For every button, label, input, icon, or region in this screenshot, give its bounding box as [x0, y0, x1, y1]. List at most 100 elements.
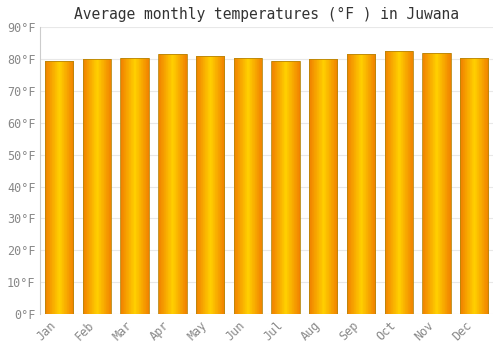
Bar [106, 59, 107, 314]
Bar [292, 61, 293, 314]
Bar [313, 59, 314, 314]
Bar [280, 61, 281, 314]
Bar [62, 61, 63, 314]
Bar [103, 59, 104, 314]
Bar [259, 57, 260, 314]
Bar [479, 57, 480, 314]
Bar [483, 57, 484, 314]
Bar [202, 56, 203, 314]
Bar [462, 57, 463, 314]
Bar [444, 53, 446, 314]
Bar [390, 51, 392, 314]
Bar [201, 56, 202, 314]
Bar [209, 56, 210, 314]
Bar [63, 61, 64, 314]
Bar [284, 61, 285, 314]
Bar [234, 57, 262, 314]
Bar [53, 61, 54, 314]
Bar [160, 54, 162, 314]
Bar [90, 59, 91, 314]
Bar [45, 61, 74, 314]
Bar [102, 59, 103, 314]
Bar [426, 53, 427, 314]
Bar [244, 57, 246, 314]
Bar [443, 53, 444, 314]
Bar [175, 54, 176, 314]
Bar [431, 53, 432, 314]
Bar [148, 57, 149, 314]
Bar [248, 57, 249, 314]
Bar [143, 57, 144, 314]
Bar [70, 61, 71, 314]
Bar [206, 56, 207, 314]
Bar [425, 53, 426, 314]
Bar [136, 57, 137, 314]
Bar [177, 54, 178, 314]
Bar [286, 61, 288, 314]
Bar [282, 61, 283, 314]
Bar [163, 54, 164, 314]
Bar [101, 59, 102, 314]
Bar [89, 59, 90, 314]
Bar [437, 53, 438, 314]
Bar [52, 61, 53, 314]
Bar [93, 59, 94, 314]
Bar [330, 59, 332, 314]
Bar [240, 57, 241, 314]
Bar [350, 54, 352, 314]
Bar [428, 53, 429, 314]
Bar [359, 54, 360, 314]
Bar [466, 57, 467, 314]
Bar [253, 57, 254, 314]
Bar [134, 57, 135, 314]
Bar [315, 59, 316, 314]
Bar [208, 56, 209, 314]
Bar [108, 59, 110, 314]
Bar [168, 54, 169, 314]
Bar [174, 54, 175, 314]
Bar [84, 59, 85, 314]
Bar [293, 61, 294, 314]
Bar [179, 54, 180, 314]
Bar [347, 54, 375, 314]
Bar [370, 54, 372, 314]
Bar [406, 51, 407, 314]
Bar [60, 61, 61, 314]
Bar [384, 51, 413, 314]
Bar [408, 51, 409, 314]
Bar [214, 56, 216, 314]
Bar [238, 57, 239, 314]
Bar [297, 61, 298, 314]
Bar [434, 53, 436, 314]
Bar [145, 57, 146, 314]
Bar [211, 56, 212, 314]
Bar [219, 56, 220, 314]
Bar [396, 51, 397, 314]
Bar [132, 57, 133, 314]
Bar [48, 61, 49, 314]
Bar [446, 53, 448, 314]
Bar [368, 54, 369, 314]
Bar [186, 54, 187, 314]
Bar [407, 51, 408, 314]
Bar [438, 53, 439, 314]
Bar [461, 57, 462, 314]
Bar [323, 59, 324, 314]
Bar [357, 54, 358, 314]
Bar [105, 59, 106, 314]
Bar [133, 57, 134, 314]
Bar [110, 59, 112, 314]
Bar [348, 54, 350, 314]
Bar [422, 53, 450, 314]
Bar [212, 56, 214, 314]
Bar [356, 54, 357, 314]
Bar [217, 56, 218, 314]
Bar [125, 57, 126, 314]
Bar [207, 56, 208, 314]
Bar [322, 59, 323, 314]
Bar [337, 59, 338, 314]
Bar [424, 53, 425, 314]
Bar [449, 53, 450, 314]
Bar [347, 54, 348, 314]
Bar [365, 54, 366, 314]
